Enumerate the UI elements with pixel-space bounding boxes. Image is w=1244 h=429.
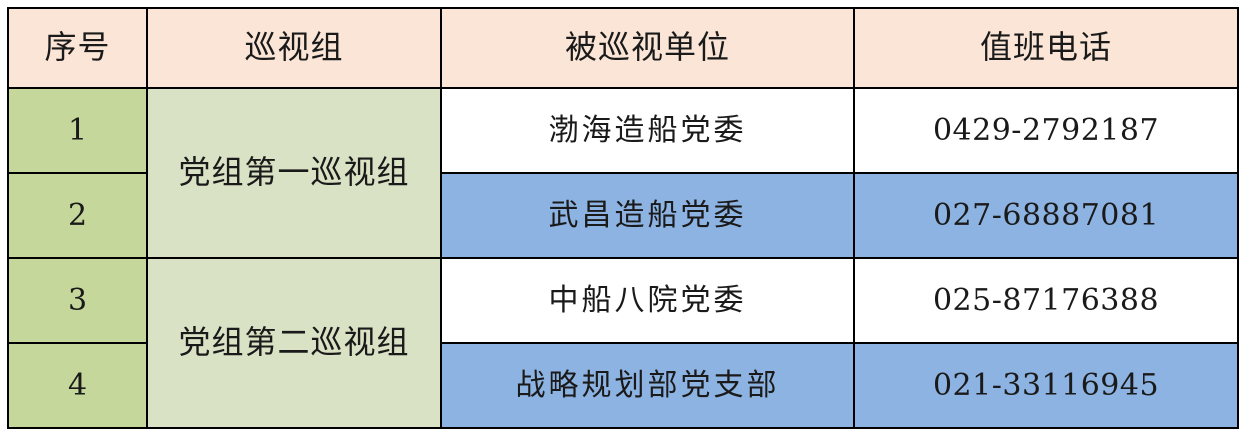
column-header-group: 巡视组 [146,7,442,89]
duty-phone-table-container: 序号 巡视组 被巡视单位 值班电话 1 党组第一巡视组 渤海造船党委 0429-… [7,7,1239,429]
cell-group: 党组第二巡视组 [146,257,442,429]
table-row: 2 武昌造船党委 027-68887081 [7,172,1239,259]
cell-index: 2 [7,172,148,259]
cell-index: 4 [7,342,148,429]
column-header-unit: 被巡视单位 [440,7,855,89]
cell-group: 党组第一巡视组 [146,87,442,259]
table-header: 序号 巡视组 被巡视单位 值班电话 [7,7,1239,89]
column-header-index: 序号 [7,7,148,89]
table-header-row: 序号 巡视组 被巡视单位 值班电话 [7,7,1239,89]
cell-unit: 中船八院党委 [440,257,855,344]
duty-phone-table: 序号 巡视组 被巡视单位 值班电话 1 党组第一巡视组 渤海造船党委 0429-… [7,7,1239,429]
table-row: 3 党组第二巡视组 中船八院党委 025-87176388 [7,257,1239,429]
cell-unit: 战略规划部党支部 [440,342,855,429]
cell-index: 3 [7,257,148,344]
cell-phone: 0429-2792187 [853,87,1239,174]
cell-phone: 025-87176388 [853,257,1239,344]
cell-index: 1 [7,87,148,174]
table-row: 1 党组第一巡视组 渤海造船党委 0429-2792187 [7,87,1239,259]
cell-unit: 渤海造船党委 [440,87,855,174]
cell-unit: 武昌造船党委 [440,172,855,259]
cell-phone: 027-68887081 [853,172,1239,259]
column-header-phone: 值班电话 [853,7,1239,89]
table-row: 4 战略规划部党支部 021-33116945 [7,342,1239,429]
table-body: 1 党组第一巡视组 渤海造船党委 0429-2792187 2 武昌造船党委 0… [7,87,1239,429]
cell-phone: 021-33116945 [853,342,1239,429]
